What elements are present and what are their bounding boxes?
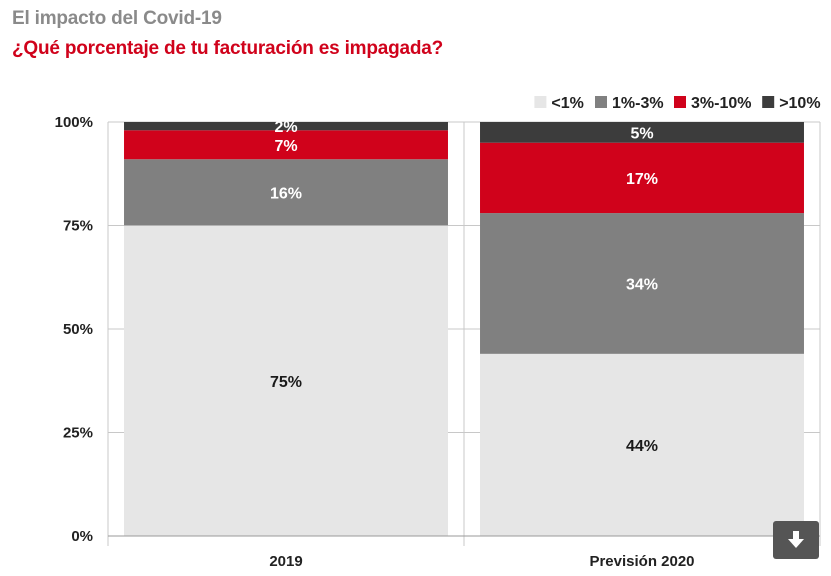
chart-title: El impacto del Covid-19: [12, 8, 222, 29]
bar-segment: [480, 213, 804, 354]
bar-segment: [124, 159, 448, 226]
y-tick-label: 25%: [63, 425, 93, 442]
download-button[interactable]: [773, 521, 819, 559]
x-tick-label: 2019: [269, 553, 302, 570]
legend-swatch: [534, 96, 547, 108]
bar-segment: [480, 122, 804, 143]
y-tick-label: 100%: [55, 114, 93, 131]
bar-segment: [124, 225, 448, 536]
bar-segment: [124, 130, 448, 160]
data-label: 16%: [270, 185, 302, 202]
data-label: 7%: [274, 138, 297, 155]
x-tick-label: Previsión 2020: [589, 553, 694, 570]
chart-subtitle: ¿Qué porcentaje de tu facturación es imp…: [12, 38, 444, 59]
legend-swatch: [762, 96, 775, 108]
legend-label: 3%-10%: [691, 95, 751, 112]
data-label: 5%: [630, 125, 653, 142]
legend-label: >10%: [779, 95, 820, 112]
data-label: 17%: [626, 171, 658, 188]
y-tick-label: 75%: [63, 218, 93, 235]
bar-segment: [124, 122, 448, 131]
data-label: 44%: [626, 438, 658, 455]
bar-segment: [480, 353, 804, 536]
legend-label: 1%-3%: [612, 95, 664, 112]
y-tick-label: 0%: [71, 528, 93, 545]
bar-segment: [480, 142, 804, 214]
data-label: 34%: [626, 276, 658, 293]
data-label: 2%: [274, 119, 297, 136]
legend-swatch: [674, 96, 686, 108]
legend-label: <1%: [551, 95, 583, 112]
data-label: 75%: [270, 374, 302, 391]
y-tick-label: 50%: [63, 321, 93, 338]
legend-swatch: [595, 96, 607, 108]
download-arrow-icon: [788, 531, 804, 548]
